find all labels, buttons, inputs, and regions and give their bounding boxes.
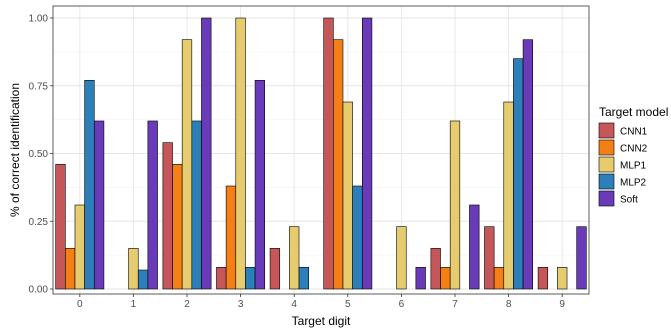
- legend-title: Target model: [599, 105, 668, 119]
- bars: [55, 17, 587, 290]
- bar-cnn2-digit-7: [440, 267, 451, 290]
- bar-mlp2-digit-3: [245, 267, 256, 290]
- legend-label-mlp1: MLP1: [620, 161, 647, 172]
- bar-cnn1-digit-7: [430, 248, 441, 290]
- bar-cnn2-digit-8: [493, 267, 505, 290]
- legend-key-cnn2: [598, 139, 615, 156]
- bar-cnn1-digit-4: [269, 248, 281, 290]
- bar-soft-digit-2: [201, 17, 212, 290]
- bar-cnn1-digit-2: [162, 142, 173, 290]
- axes: 0.00 0.25 0.50 0.75 1.00 0 1 2 3 4 5 6 7 8 9: [29, 14, 566, 311]
- bar-cnn1-digit-8: [484, 226, 495, 290]
- bar-soft-digit-0: [93, 120, 105, 290]
- x-tick-label: 1: [131, 299, 137, 310]
- bar-mlp1-digit-6: [396, 226, 407, 290]
- bar-cnn1-digit-5: [323, 17, 334, 290]
- x-tick-label: 7: [452, 299, 458, 310]
- legend-key-soft: [598, 190, 615, 207]
- bar-mlp1-digit-2: [181, 39, 193, 290]
- grid: [53, 6, 589, 294]
- plot-panel: [53, 6, 589, 294]
- x-axis-title: Target digit: [292, 314, 351, 328]
- x-tick-label: 5: [345, 299, 351, 310]
- bar-cnn2-digit-0: [65, 248, 76, 290]
- legend-key-mlp2: [598, 173, 615, 190]
- legend-label-mlp2: MLP2: [620, 178, 647, 189]
- y-tick-label: 1.00: [29, 14, 49, 25]
- x-tick-label: 0: [77, 299, 83, 310]
- legend: Target model CNN1 CNN2 MLP1 MLP2 Soft: [598, 105, 668, 207]
- bar-soft-digit-3: [254, 80, 266, 290]
- bar-cnn2-digit-3: [225, 185, 237, 290]
- bar-cnn1-digit-3: [216, 267, 227, 290]
- y-tick-label: 0.75: [29, 81, 49, 92]
- bar-mlp2-digit-0: [84, 80, 95, 290]
- bar-mlp1-digit-7: [449, 120, 461, 290]
- legend-label-soft: Soft: [620, 195, 638, 206]
- bar-cnn1-digit-0: [55, 164, 66, 290]
- y-axis-title: % of correct identification: [8, 83, 22, 217]
- bar-soft-digit-7: [469, 204, 480, 290]
- x-tick-label: 3: [238, 299, 244, 310]
- bar-mlp2-digit-4: [298, 267, 309, 290]
- y-tick-label: 0.00: [29, 285, 49, 296]
- legend-label-cnn2: CNN2: [620, 144, 648, 155]
- x-tick-label: 6: [399, 299, 405, 310]
- bar-cnn2-digit-2: [172, 164, 183, 290]
- bar-mlp1-digit-9: [557, 267, 568, 290]
- bar-mlp1-digit-1: [128, 248, 139, 290]
- y-tick-label: 0.25: [29, 217, 49, 228]
- bar-mlp1-digit-5: [342, 101, 353, 290]
- bar-mlp2-digit-2: [191, 120, 202, 290]
- legend-key-cnn1: [598, 122, 615, 139]
- bar-mlp2-digit-5: [352, 185, 363, 290]
- bar-cnn1-digit-9: [537, 267, 549, 290]
- legend-label-cnn1: CNN1: [620, 127, 648, 138]
- y-tick-label: 0.50: [29, 149, 49, 160]
- bar-mlp1-digit-8: [503, 101, 514, 290]
- x-tick-label: 9: [559, 299, 565, 310]
- bar-soft-digit-8: [522, 39, 534, 290]
- x-tick-label: 2: [184, 299, 190, 310]
- bar-cnn2-digit-5: [333, 39, 344, 290]
- plot-panel-border: [52, 5, 590, 295]
- x-tick-label: 8: [506, 299, 512, 310]
- bar-mlp2-digit-8: [513, 58, 524, 290]
- bar-soft-digit-5: [361, 17, 373, 290]
- legend-key-mlp1: [598, 156, 615, 173]
- bar-soft-digit-9: [576, 226, 587, 290]
- bar-mlp1-digit-4: [289, 226, 300, 290]
- bar-mlp1-digit-3: [235, 17, 246, 290]
- x-tick-label: 4: [291, 299, 297, 310]
- bar-mlp2-digit-1: [137, 269, 149, 290]
- bar-soft-digit-1: [147, 120, 158, 290]
- bar-mlp1-digit-0: [74, 204, 85, 290]
- bar-soft-digit-6: [415, 267, 426, 290]
